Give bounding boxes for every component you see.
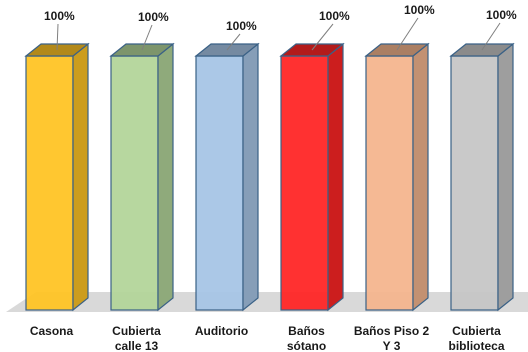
bar-front	[450, 55, 499, 311]
category-label: Cubierta calle 13	[112, 324, 161, 352]
category-label: Auditorio	[195, 324, 248, 338]
data-label: 100%	[138, 10, 169, 24]
bar-side	[327, 42, 344, 312]
leader-line	[141, 24, 153, 51]
data-label: 100%	[404, 3, 435, 17]
category-label: Casona	[30, 324, 74, 338]
bar-front	[365, 55, 414, 311]
leader-lines-group	[56, 17, 501, 51]
bar-side	[412, 42, 429, 312]
data-label: 100%	[226, 19, 257, 33]
leader-line	[226, 33, 241, 51]
leader-line	[311, 23, 334, 51]
data-label: 100%	[486, 8, 517, 22]
bar-6	[449, 42, 515, 312]
leader-line	[481, 22, 501, 51]
bar-front	[195, 55, 244, 311]
bar-3	[194, 42, 260, 312]
bar-5	[364, 42, 430, 312]
category-labels-group: Casona Cubierta calle 13 Auditorio Baños sóta…	[30, 324, 505, 352]
bar-1	[24, 42, 90, 312]
bar-side	[157, 42, 174, 312]
data-labels-group: 100% 100% 100% 100% 100% 100%	[44, 3, 517, 33]
bar-side	[242, 42, 259, 312]
bar-4	[279, 42, 345, 312]
category-label: Baños sótano	[287, 324, 326, 352]
data-label: 100%	[319, 9, 350, 23]
data-label: 100%	[44, 9, 75, 23]
bar-front	[280, 55, 329, 311]
bar-side	[497, 42, 514, 312]
bar-front	[25, 55, 74, 311]
leader-line	[56, 23, 59, 51]
category-label: Cubierta biblioteca	[448, 324, 504, 352]
leader-line	[396, 17, 419, 51]
bar-2	[109, 42, 175, 312]
bar-front	[110, 55, 159, 311]
bar-side	[72, 42, 89, 312]
bars-group	[24, 42, 515, 312]
